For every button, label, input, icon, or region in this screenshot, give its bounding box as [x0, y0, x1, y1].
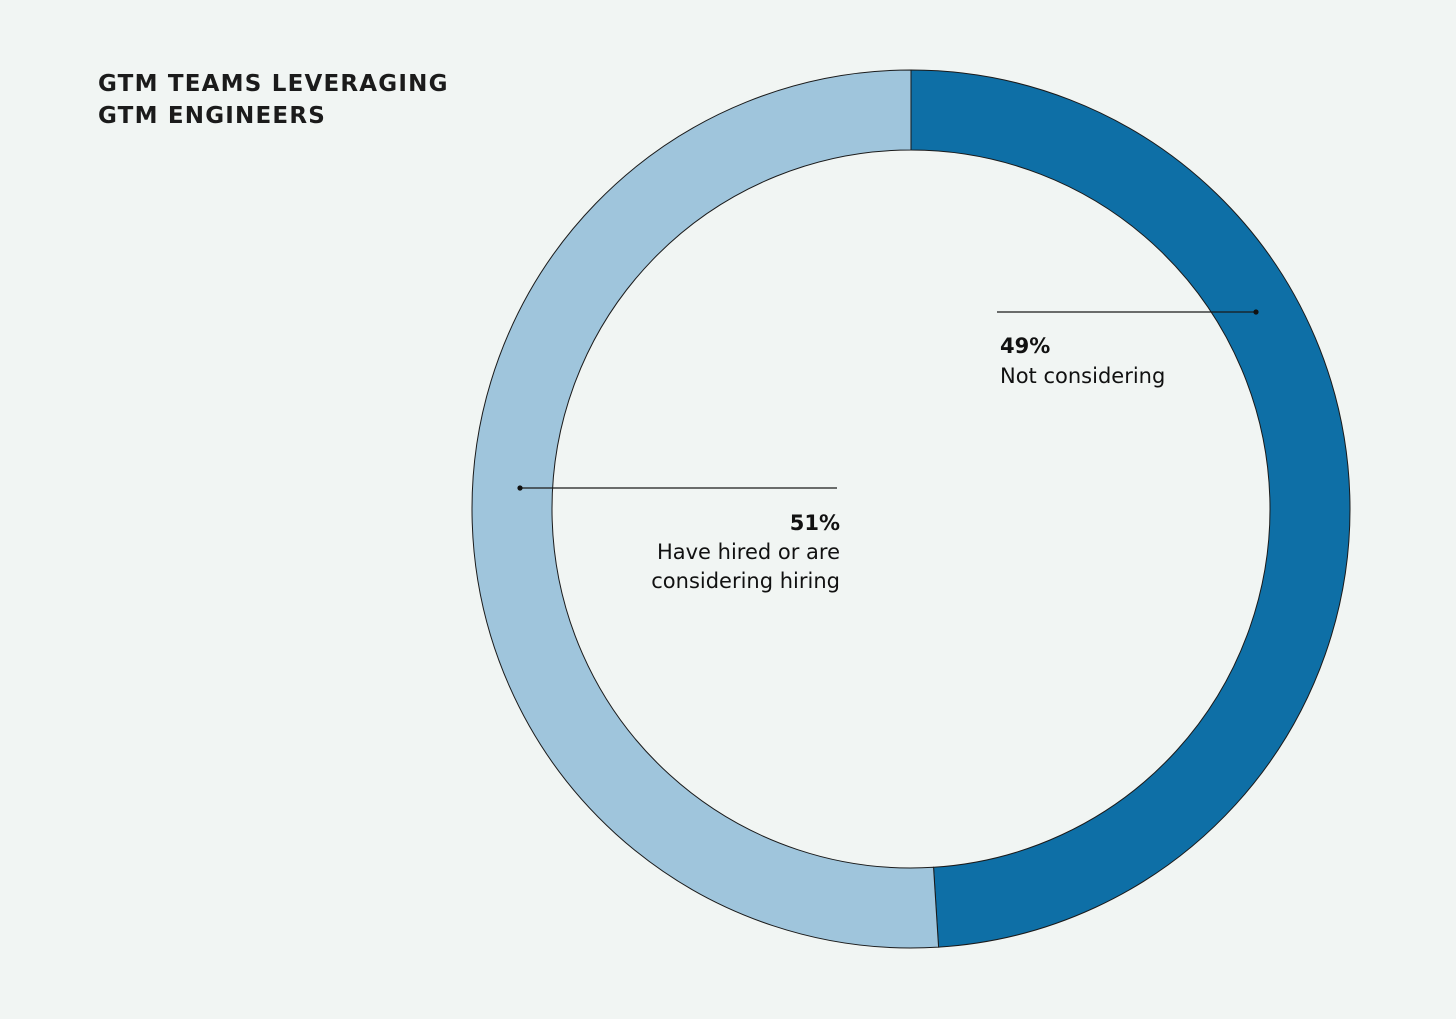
leader-dot-not-considering	[1253, 309, 1259, 315]
donut-slice-have-hired-or-are-considering-hiring	[471, 69, 940, 949]
donut-slice-not-considering	[910, 69, 1351, 948]
data-label-text-have-hired-or-are-considering-hiring-line-2: considering hiring	[651, 569, 840, 593]
data-label-value-have-hired-or-are-considering-hiring: 51%	[790, 511, 840, 535]
data-label-value-not-considering: 49%	[1000, 334, 1050, 358]
donut-annotations: 49% Not considering 51% Have hired or are co…	[517, 309, 1259, 593]
data-label-text-have-hired-or-are-considering-hiring-line-1: Have hired or are	[657, 540, 840, 564]
chart-title: GTM TEAMS LEVERAGING GTM ENGINEERS	[98, 68, 449, 132]
chart-title-line-1: GTM TEAMS LEVERAGING	[98, 71, 449, 97]
leader-dot-have-hired-or-are-considering-hiring	[517, 485, 523, 491]
donut-slices	[471, 69, 1351, 949]
data-label-text-not-considering-line-1: Not considering	[1000, 364, 1165, 388]
chart-title-line-2: GTM ENGINEERS	[98, 103, 327, 129]
